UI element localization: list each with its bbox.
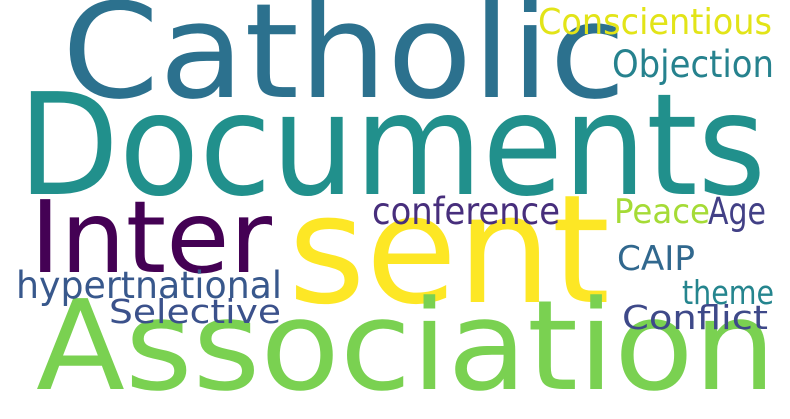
word-sent: sent [288, 162, 611, 339]
word-peace: Peace [614, 192, 711, 233]
word-conflict: Conflict [622, 297, 769, 337]
word-age: Age [708, 189, 767, 233]
word-conference: conference [372, 189, 561, 233]
word-association: Association [36, 274, 776, 419]
word-caip: CAIP [617, 239, 696, 280]
word-documents: Documents [18, 64, 767, 229]
word-hypertnational: hypertnational [16, 263, 283, 307]
word-selective: Selective [109, 291, 282, 331]
word-conscientious: Conscientious [538, 2, 772, 44]
word-theme: theme [682, 272, 775, 312]
word-cloud: Catholic Documents Inter sent Associatio… [16, 0, 776, 409]
word-catholic: Catholic [62, 0, 627, 130]
word-objection: Objection [612, 42, 775, 86]
word-inter: Inter [30, 179, 272, 296]
